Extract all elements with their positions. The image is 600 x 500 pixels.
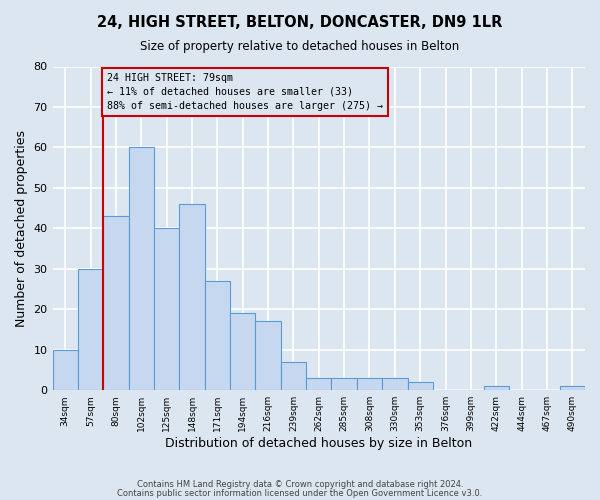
- Bar: [179, 204, 205, 390]
- Bar: [281, 362, 306, 390]
- Text: Contains HM Land Registry data © Crown copyright and database right 2024.: Contains HM Land Registry data © Crown c…: [137, 480, 463, 489]
- Bar: [230, 314, 256, 390]
- Bar: [103, 216, 128, 390]
- Bar: [78, 269, 103, 390]
- Text: Contains public sector information licensed under the Open Government Licence v3: Contains public sector information licen…: [118, 488, 482, 498]
- Bar: [357, 378, 382, 390]
- Bar: [484, 386, 509, 390]
- Bar: [205, 281, 230, 390]
- Bar: [331, 378, 357, 390]
- Text: 24 HIGH STREET: 79sqm
← 11% of detached houses are smaller (33)
88% of semi-deta: 24 HIGH STREET: 79sqm ← 11% of detached …: [107, 72, 383, 110]
- X-axis label: Distribution of detached houses by size in Belton: Distribution of detached houses by size …: [165, 437, 472, 450]
- Bar: [407, 382, 433, 390]
- Bar: [128, 148, 154, 390]
- Bar: [306, 378, 331, 390]
- Y-axis label: Number of detached properties: Number of detached properties: [15, 130, 28, 327]
- Text: 24, HIGH STREET, BELTON, DONCASTER, DN9 1LR: 24, HIGH STREET, BELTON, DONCASTER, DN9 …: [97, 15, 503, 30]
- Bar: [382, 378, 407, 390]
- Bar: [53, 350, 78, 390]
- Bar: [560, 386, 585, 390]
- Text: Size of property relative to detached houses in Belton: Size of property relative to detached ho…: [140, 40, 460, 53]
- Bar: [154, 228, 179, 390]
- Bar: [256, 322, 281, 390]
